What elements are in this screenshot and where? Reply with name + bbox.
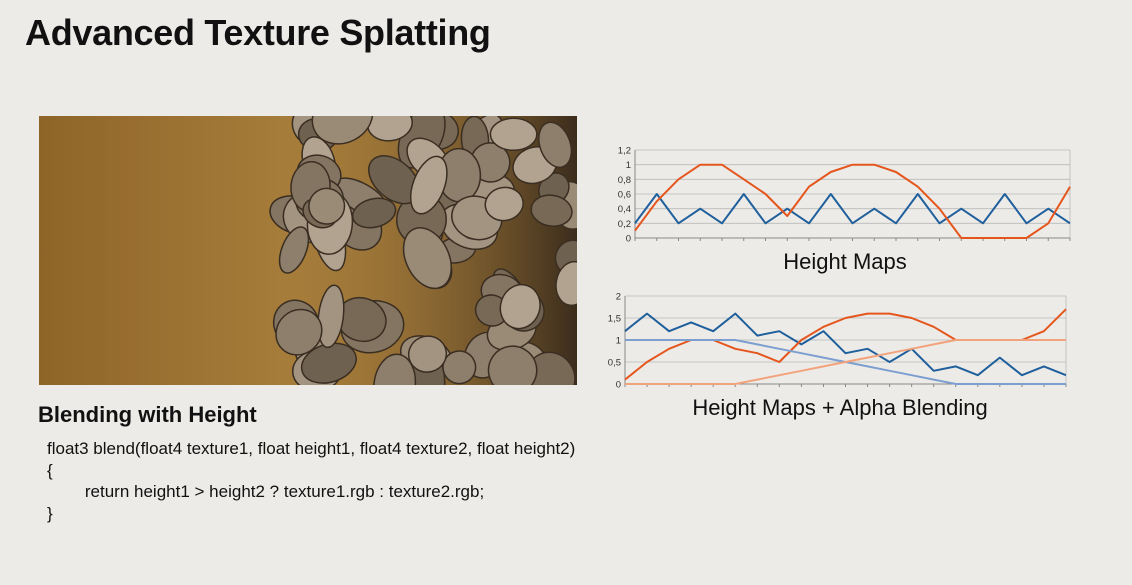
- rock-shape: [487, 345, 538, 385]
- rock-shape: [278, 226, 310, 274]
- rock-shape: [530, 194, 573, 227]
- y-tick-label: 1,2: [618, 146, 631, 157]
- y-tick-label: 0: [616, 380, 621, 391]
- rock-shape: [409, 155, 448, 215]
- rock-shape: [275, 308, 323, 356]
- texture-blend-photo: [39, 116, 577, 385]
- rock-shape: [499, 283, 541, 330]
- y-tick-label: 0,6: [618, 190, 631, 201]
- rock-shape: [407, 335, 448, 373]
- series-line-2: [624, 308, 1067, 381]
- code-line: {: [47, 460, 53, 480]
- y-tick-label: 0,5: [608, 358, 621, 369]
- y-tick-label: 0: [626, 234, 631, 245]
- rock-shape: [526, 351, 576, 385]
- alpha-blending-caption: Height Maps + Alpha Blending: [692, 395, 988, 420]
- code-line: }: [47, 503, 53, 523]
- rock-shape: [484, 186, 524, 222]
- y-tick-label: 1: [626, 160, 631, 171]
- rock-shape: [555, 260, 577, 307]
- series-line-2: [634, 163, 1071, 239]
- slide-title: Advanced Texture Splatting: [25, 12, 491, 53]
- section-subtitle: Blending with Height: [38, 402, 257, 427]
- code-block: float3 blend(float4 texture1, float heig…: [47, 438, 575, 524]
- height-maps-chart: 0 0,2 0,4 0,6 0,8 1 1,2: [618, 146, 1071, 245]
- series-line-1: [624, 312, 1067, 377]
- rock-shape: [308, 187, 346, 225]
- rock-shape: [373, 353, 417, 385]
- y-tick-label: 0,8: [618, 175, 631, 186]
- rock-shape: [311, 116, 374, 145]
- rock-shape: [489, 117, 538, 152]
- alpha-blending-chart: 0 0,5 1 1,5 2: [608, 292, 1067, 391]
- y-tick-label: 1,5: [608, 314, 621, 325]
- y-tick-label: 1: [616, 336, 621, 347]
- series-line-1: [634, 193, 1071, 225]
- code-line: return height1 > height2 ? texture1.rgb …: [66, 482, 485, 501]
- rock-shape: [402, 227, 452, 290]
- series-line-4: [625, 339, 1066, 385]
- y-tick-label: 2: [616, 292, 621, 303]
- y-tick-label: 0,4: [618, 204, 631, 215]
- height-maps-caption: Height Maps: [783, 249, 907, 274]
- rock-shape: [538, 121, 573, 169]
- rock-shape: [317, 284, 345, 349]
- code-line: float3 blend(float4 texture1, float heig…: [47, 439, 576, 458]
- y-tick-label: 0,2: [618, 219, 631, 230]
